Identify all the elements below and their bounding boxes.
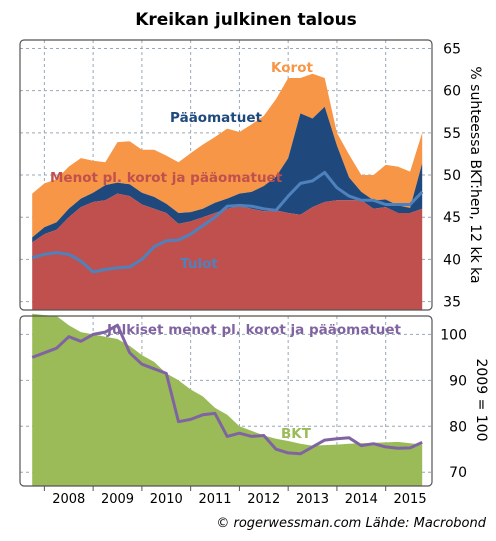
top-lines <box>31 171 424 274</box>
xtick-2011: 2011 <box>198 492 231 507</box>
top-y-axis: 35 40 45 50 55 60 65 <box>443 41 461 310</box>
bottom-ytick-100: 100 <box>440 327 467 343</box>
chart-title: Kreikan julkinen talous <box>135 10 357 30</box>
bottom-plot-frame <box>19 315 433 487</box>
label-bkt: BKT <box>281 426 312 442</box>
xtick-2009: 2009 <box>101 492 134 507</box>
top-panel: 35 40 45 50 55 60 65 % suhteessa BKT:hen, 12 k… <box>19 39 483 311</box>
top-plot-frame <box>19 39 433 311</box>
line-tulot <box>31 171 424 274</box>
xtick-2012: 2012 <box>247 492 280 507</box>
source-credit: © rogerwessman.com Lähde: Macrobond <box>216 516 486 531</box>
xtick-2015: 2015 <box>394 492 427 507</box>
bottom-y-axis-label: 2009 = 100 <box>473 359 489 442</box>
top-ytick-35: 35 <box>443 295 461 311</box>
xtick-2014: 2014 <box>345 492 378 507</box>
top-ytick-45: 45 <box>443 210 461 226</box>
xtick-2008: 2008 <box>52 492 85 507</box>
area-paaomatuet <box>32 106 423 243</box>
top-areas <box>32 73 423 310</box>
top-ytick-40: 40 <box>443 252 461 268</box>
line-julkiset <box>31 323 423 456</box>
bottom-panel: 70 80 90 100 2009 = 100 Julkiset menot pl. … <box>19 313 489 487</box>
xtick-2010: 2010 <box>150 492 183 507</box>
label-paaomatuet: Pääomatuet <box>170 110 262 126</box>
label-tulot: Tulot <box>180 256 218 272</box>
bottom-lines <box>31 323 423 456</box>
bottom-ytick-80: 80 <box>449 419 467 435</box>
label-julkiset: Julkiset menot pl. korot ja pääomatuet <box>106 322 402 338</box>
top-ytick-55: 55 <box>443 126 461 142</box>
top-ytick-65: 65 <box>443 41 461 57</box>
area-korot <box>32 73 423 238</box>
area-bkt <box>32 313 423 486</box>
label-korot: Korot <box>271 60 313 76</box>
bottom-ytick-90: 90 <box>449 373 467 389</box>
bottom-ytick-70: 70 <box>449 465 467 481</box>
x-axis: 2008 2009 2010 2011 2012 2013 2014 2015 <box>43 486 427 507</box>
top-y-axis-label: % suhteessa BKT:hen, 12 kk ka <box>467 66 483 283</box>
label-menot: Menot pl. korot ja pääomatuet <box>50 170 283 186</box>
bottom-areas <box>32 313 423 486</box>
bottom-y-axis: 70 80 90 100 <box>440 327 467 481</box>
top-ytick-60: 60 <box>443 84 461 100</box>
xtick-2013: 2013 <box>296 492 329 507</box>
top-ytick-50: 50 <box>443 168 461 184</box>
area-menot <box>32 193 423 310</box>
